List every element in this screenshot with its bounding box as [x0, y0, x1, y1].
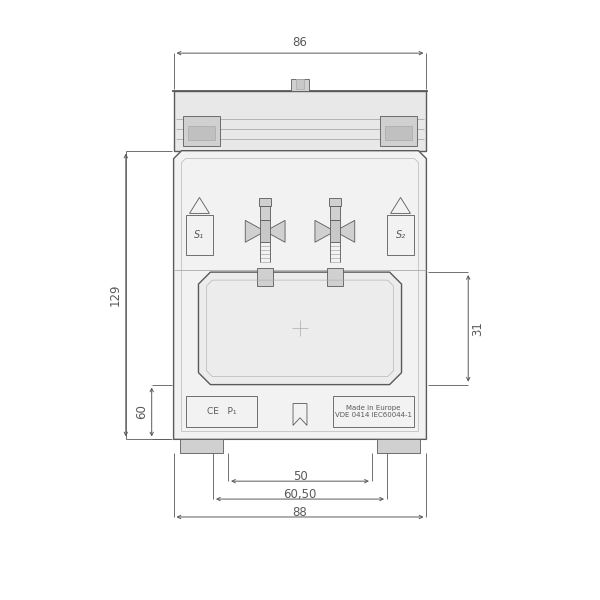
- Text: 60,50: 60,50: [283, 488, 317, 501]
- Polygon shape: [265, 220, 285, 242]
- Bar: [330, 220, 340, 242]
- Bar: [179, 439, 223, 453]
- Polygon shape: [335, 220, 355, 242]
- Bar: [185, 215, 214, 255]
- Text: S₂: S₂: [395, 230, 406, 241]
- Bar: [188, 126, 215, 140]
- Bar: [259, 199, 271, 206]
- Text: S₁: S₁: [194, 230, 205, 241]
- Bar: [260, 206, 270, 220]
- Bar: [329, 199, 341, 206]
- Bar: [257, 268, 273, 286]
- Bar: [173, 91, 427, 151]
- Bar: [386, 215, 415, 255]
- Bar: [185, 395, 257, 427]
- Bar: [380, 116, 418, 146]
- Polygon shape: [315, 220, 335, 242]
- Bar: [377, 439, 421, 453]
- Text: CE   P₁: CE P₁: [206, 407, 236, 416]
- Text: 50: 50: [293, 470, 307, 483]
- Bar: [327, 268, 343, 286]
- Bar: [291, 79, 309, 91]
- Text: 86: 86: [293, 36, 307, 49]
- Bar: [182, 116, 220, 146]
- Polygon shape: [199, 272, 401, 385]
- Bar: [333, 395, 415, 427]
- Text: 60: 60: [135, 404, 148, 419]
- Text: Made in Europe
VDE 0414 IEC60044-1: Made in Europe VDE 0414 IEC60044-1: [335, 405, 412, 418]
- Bar: [385, 126, 412, 140]
- Polygon shape: [245, 220, 265, 242]
- Bar: [330, 206, 340, 220]
- Bar: [296, 79, 304, 89]
- Text: 88: 88: [293, 506, 307, 519]
- Text: 129: 129: [109, 284, 122, 306]
- Bar: [260, 220, 270, 242]
- Text: 31: 31: [471, 321, 484, 336]
- Polygon shape: [173, 151, 427, 439]
